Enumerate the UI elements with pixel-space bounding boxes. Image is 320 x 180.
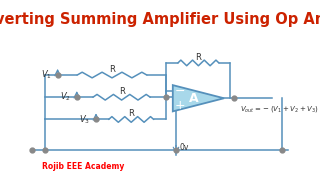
Text: $V_1$: $V_1$ xyxy=(41,69,52,81)
Text: Rojib EEE Academy: Rojib EEE Academy xyxy=(42,162,124,171)
Polygon shape xyxy=(173,85,224,111)
Text: R: R xyxy=(109,65,115,74)
Text: R: R xyxy=(128,109,134,118)
Text: $V_3$: $V_3$ xyxy=(79,113,90,126)
Text: A: A xyxy=(189,92,198,105)
Text: 0v: 0v xyxy=(179,143,188,152)
Text: Inverting Summing Amplifier Using Op Amp: Inverting Summing Amplifier Using Op Amp xyxy=(0,12,320,27)
Text: $V_2$: $V_2$ xyxy=(60,91,71,104)
Text: +: + xyxy=(174,99,185,112)
Text: −: − xyxy=(175,85,185,98)
Text: R: R xyxy=(196,53,201,62)
Text: $V_{out} = -(V_1 + V_2 + V_3)$: $V_{out} = -(V_1 + V_2 + V_3)$ xyxy=(240,104,319,114)
Text: R: R xyxy=(119,87,124,96)
